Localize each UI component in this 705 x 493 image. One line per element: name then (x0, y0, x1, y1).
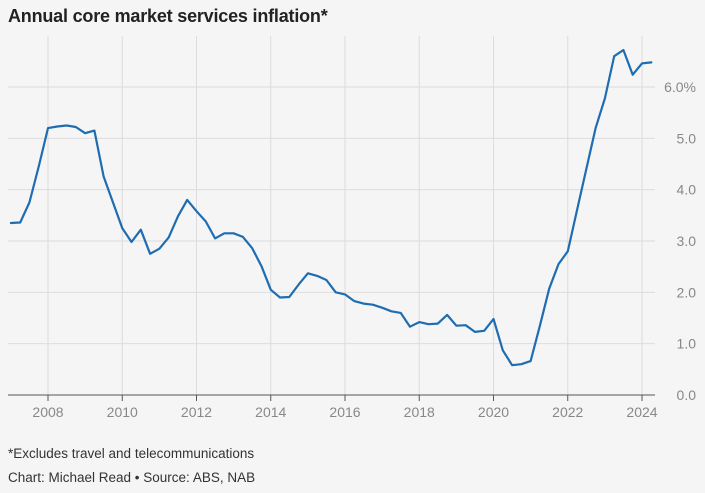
y-tick-label: 0.0 (677, 387, 697, 403)
x-tick-label: 2016 (329, 404, 360, 420)
x-tick-label: 2018 (404, 404, 435, 420)
y-tick-label: 6.0% (664, 79, 696, 95)
y-tick-label: 5.0 (677, 130, 697, 146)
y-tick-label: 2.0 (677, 284, 697, 300)
x-tick-label: 2020 (478, 404, 509, 420)
y-tick-label: 1.0 (677, 336, 697, 352)
x-tick-label: 2010 (107, 404, 138, 420)
x-tick-label: 2024 (626, 404, 657, 420)
series-line (9, 48, 653, 367)
axes (8, 394, 655, 401)
x-tick-label: 2014 (255, 404, 286, 420)
source-credit: Chart: Michael Read • Source: ABS, NAB (8, 470, 256, 485)
x-tick-label: 2022 (552, 404, 583, 420)
x-tick-label: 2008 (32, 404, 63, 420)
y-tick-label: 3.0 (677, 233, 697, 249)
grid-lines (8, 36, 655, 395)
series-group (9, 48, 653, 367)
footnote: *Excludes travel and telecommunications (8, 446, 255, 461)
chart-title: Annual core market services inflation* (8, 6, 328, 26)
y-tick-label: 4.0 (677, 182, 697, 198)
x-tick-label: 2012 (181, 404, 212, 420)
tick-labels: 0.0 1.0 2.0 3.0 4.0 5.0 6.0% 2008 2010 2012 2014 20… (32, 79, 696, 420)
